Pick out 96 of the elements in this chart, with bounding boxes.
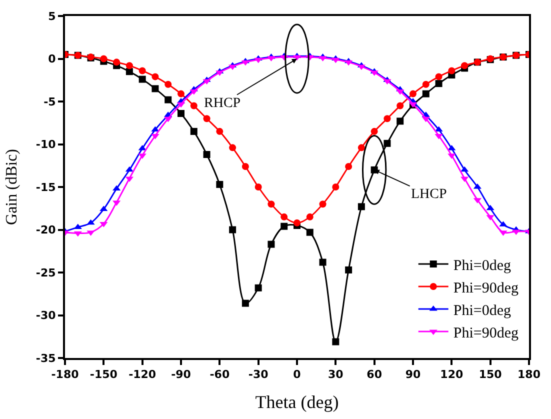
point	[460, 166, 469, 172]
point	[358, 203, 365, 210]
point	[384, 115, 391, 122]
point	[422, 80, 430, 88]
point	[254, 284, 262, 292]
point	[332, 338, 340, 346]
point	[319, 200, 326, 208]
point	[319, 258, 326, 266]
point	[345, 266, 352, 274]
point	[344, 60, 353, 66]
point	[229, 144, 236, 152]
point	[461, 62, 468, 70]
point	[164, 96, 172, 104]
point	[332, 58, 340, 64]
point	[242, 300, 249, 307]
point	[113, 58, 120, 66]
point	[370, 128, 378, 135]
point	[86, 219, 95, 225]
x-tick-label: -150	[90, 368, 118, 382]
point	[190, 102, 198, 110]
y-tick-label: -25	[36, 266, 56, 280]
point	[216, 128, 224, 135]
point	[448, 67, 456, 74]
legend-label: Phi=0deg	[453, 258, 512, 274]
y-tick-label: -10	[36, 138, 56, 152]
point	[242, 162, 249, 170]
point	[100, 55, 108, 62]
point	[126, 62, 133, 70]
point	[422, 116, 430, 122]
point	[241, 60, 250, 66]
point	[268, 240, 275, 248]
point	[138, 76, 146, 83]
x-tick-label: -180	[51, 368, 80, 382]
x-tick-label: 120	[440, 368, 464, 382]
point	[384, 140, 391, 147]
point	[268, 200, 275, 208]
legend-label: Phi=90deg	[453, 325, 519, 342]
x-tick-label: -90	[171, 368, 192, 382]
x-tick-label: -30	[248, 368, 269, 382]
point	[254, 184, 262, 190]
point	[280, 213, 288, 220]
point	[435, 73, 442, 80]
point	[229, 226, 236, 234]
point	[164, 116, 172, 122]
point	[152, 73, 159, 80]
point	[306, 228, 314, 236]
x-tick-label: 30	[328, 368, 344, 382]
point	[396, 89, 404, 95]
point	[280, 222, 288, 230]
point	[345, 162, 352, 170]
point	[216, 180, 224, 188]
point	[332, 184, 340, 190]
x-tick-label: 150	[478, 368, 502, 382]
y-tick-label: 0	[48, 52, 56, 66]
point	[203, 151, 210, 158]
x-tick-label: -120	[128, 368, 156, 382]
y-tick-label: -30	[36, 309, 56, 322]
point	[74, 231, 82, 237]
point	[435, 80, 442, 88]
point	[434, 134, 443, 140]
point	[203, 115, 210, 122]
y-axis-title: Gain (dBic)	[3, 149, 20, 225]
point	[294, 219, 300, 226]
annotation: LHCP	[411, 187, 447, 202]
legend-label: Phi=0deg	[453, 302, 512, 319]
x-tick-label: 180	[518, 368, 541, 382]
point	[254, 58, 262, 64]
point	[164, 80, 172, 88]
point	[190, 89, 198, 95]
point	[152, 85, 159, 92]
y-tick-label: 5	[48, 10, 56, 23]
x-axis-title: Theta (deg)	[255, 392, 339, 412]
point	[125, 166, 134, 172]
point	[306, 213, 314, 220]
point	[396, 118, 404, 125]
point	[486, 204, 494, 210]
point	[138, 67, 146, 74]
point	[410, 90, 416, 98]
y-tick-label: -35	[36, 352, 56, 365]
legend-label: Phi=90deg	[453, 280, 519, 296]
x-tick-label: 60	[366, 368, 382, 382]
x-tick-label: 90	[405, 368, 421, 382]
point	[126, 68, 133, 76]
point	[151, 134, 160, 140]
y-tick-label: -5	[44, 95, 56, 108]
point	[422, 90, 430, 98]
x-tick-label: -60	[210, 368, 230, 382]
point	[178, 90, 184, 98]
x-tick-label: 0	[293, 368, 302, 382]
point	[190, 128, 198, 135]
y-tick-label: -15	[36, 180, 56, 194]
y-tick-label: -20	[36, 224, 56, 237]
point	[178, 110, 184, 117]
point	[358, 144, 365, 152]
point	[396, 102, 404, 110]
annotation: RHCP	[204, 96, 241, 111]
